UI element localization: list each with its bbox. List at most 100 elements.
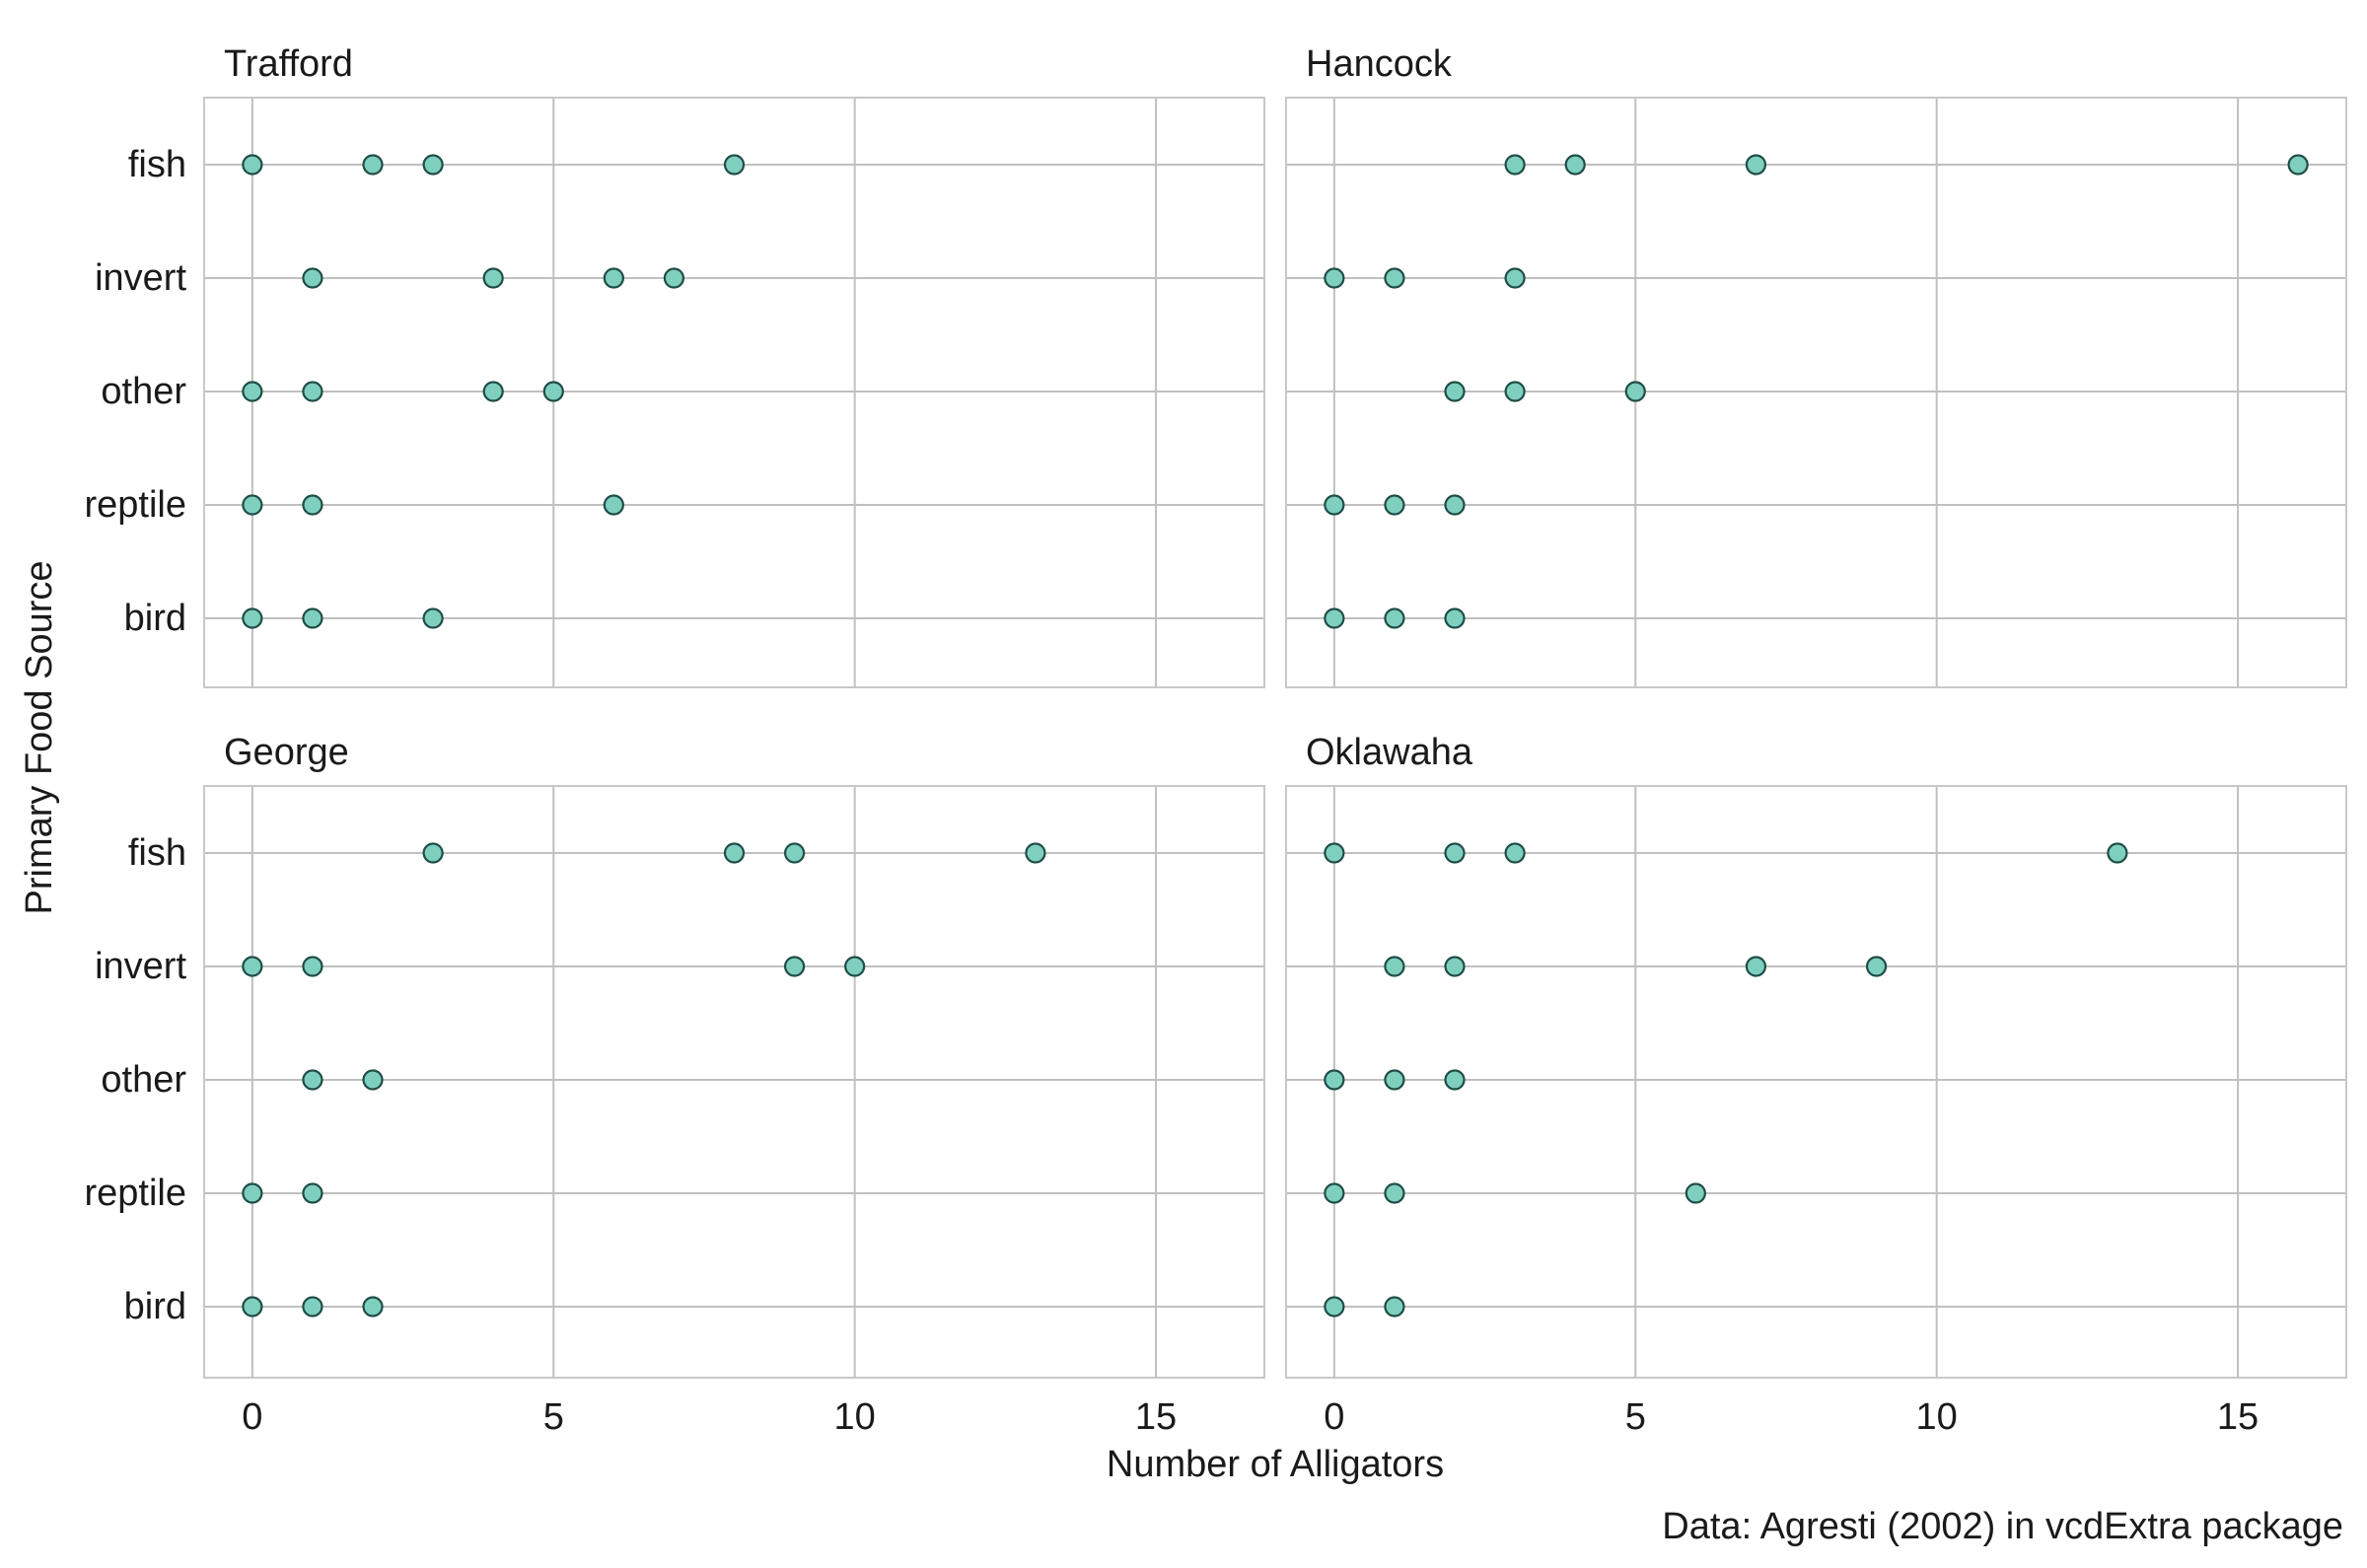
data-point-trafford-other [302,381,323,402]
data-point-oklawaha-fish [1504,842,1526,864]
facet-title-george: George [224,732,349,773]
data-point-oklawaha-invert [1384,956,1405,977]
data-point-trafford-invert [603,267,624,289]
data-point-hancock-fish [1504,154,1526,176]
x-axis-title: Number of Alligators [1107,1444,1444,1485]
data-point-oklawaha-other [1384,1069,1405,1091]
data-point-hancock-reptile [1384,494,1405,516]
data-point-trafford-fish [242,154,263,176]
data-point-trafford-bird [422,607,444,629]
panel-border [1285,785,2347,1379]
facet-title-oklawaha: Oklawaha [1306,732,1473,773]
facet-title-trafford: Trafford [224,43,353,85]
y-tick-label-invert: invert [95,946,186,987]
facet-title-hancock: Hancock [1306,43,1453,85]
x-tick-label: 10 [1916,1396,1958,1438]
data-point-trafford-reptile [603,494,624,516]
data-point-trafford-invert [663,267,685,289]
x-tick-label: 5 [1625,1396,1646,1438]
y-tick-label-invert: invert [95,257,186,299]
data-point-oklawaha-bird [1324,1296,1345,1318]
data-point-oklawaha-other [1444,1069,1466,1091]
data-point-george-other [362,1069,384,1091]
data-point-george-bird [302,1296,323,1318]
data-point-george-reptile [302,1182,323,1204]
data-point-oklawaha-invert [1444,956,1466,977]
y-tick-label-bird: bird [124,598,186,639]
data-point-oklawaha-fish [1324,842,1345,864]
data-point-hancock-bird [1324,607,1345,629]
data-point-hancock-invert [1384,267,1405,289]
data-point-trafford-reptile [242,494,263,516]
data-point-george-reptile [242,1182,263,1204]
data-point-trafford-fish [422,154,444,176]
data-point-oklawaha-reptile [1685,1182,1706,1204]
data-point-george-invert [242,956,263,977]
data-point-george-other [302,1069,323,1091]
y-tick-label-other: other [101,1059,186,1101]
data-point-hancock-reptile [1324,494,1345,516]
data-point-hancock-fish [1745,154,1767,176]
data-point-trafford-invert [302,267,323,289]
data-point-trafford-reptile [302,494,323,516]
data-point-oklawaha-other [1324,1069,1345,1091]
data-point-hancock-other [1504,381,1526,402]
data-point-george-bird [242,1296,263,1318]
x-tick-label: 0 [1324,1396,1344,1438]
data-point-hancock-invert [1504,267,1526,289]
data-point-oklawaha-invert [1865,956,1888,977]
facet-panel-george: George fish invert other reptile bird 0 5 10 15 [85,732,1265,1438]
panel-border [203,97,1265,688]
data-point-oklawaha-bird [1384,1296,1405,1318]
data-point-george-fish [1025,842,1046,864]
data-point-george-bird [362,1296,384,1318]
data-point-oklawaha-reptile [1324,1182,1345,1204]
data-point-trafford-other [482,381,504,402]
data-point-hancock-reptile [1444,494,1466,516]
data-point-hancock-fish [2287,154,2309,176]
data-point-george-invert [783,956,806,977]
data-point-oklawaha-fish [1444,842,1466,864]
y-axis-title: Primary Food Source [19,560,60,914]
data-point-george-invert [844,956,866,977]
data-point-oklawaha-invert [1745,956,1767,977]
data-point-trafford-bird [242,607,263,629]
data-point-trafford-bird [302,607,323,629]
y-tick-label-reptile: reptile [85,1173,187,1214]
data-caption: Data: Agresti (2002) in vcdExtra package [1662,1506,2343,1547]
data-point-hancock-other [1624,381,1646,402]
panel-border [1285,97,2347,688]
data-point-george-fish [723,842,746,864]
data-point-trafford-fish [723,154,746,176]
x-tick-label: 15 [1135,1396,1177,1438]
y-tick-label-other: other [101,371,186,412]
data-point-hancock-invert [1324,267,1345,289]
data-point-oklawaha-reptile [1384,1182,1405,1204]
y-tick-label-bird: bird [124,1286,186,1327]
data-point-hancock-other [1444,381,1466,402]
panel-border [203,785,1265,1379]
x-tick-label: 10 [834,1396,876,1438]
data-point-trafford-fish [362,154,384,176]
y-tick-label-fish: fish [128,832,186,874]
data-point-trafford-invert [482,267,504,289]
y-tick-label-reptile: reptile [85,484,187,526]
data-point-hancock-fish [1564,154,1586,176]
x-tick-label: 5 [543,1396,564,1438]
data-point-george-fish [422,842,444,864]
data-point-oklawaha-fish [2107,842,2128,864]
y-tick-label-fish: fish [128,144,186,185]
data-point-hancock-bird [1444,607,1466,629]
data-point-hancock-bird [1384,607,1405,629]
data-point-george-invert [302,956,323,977]
facet-panel-trafford: Trafford fish invert other reptile bird [85,43,1265,688]
facet-panel-oklawaha: Oklawaha 0 5 10 15 [1285,732,2347,1438]
x-tick-label: 15 [2217,1396,2259,1438]
data-point-trafford-other [242,381,263,402]
data-point-trafford-other [542,381,564,402]
facet-panel-hancock: Hancock [1285,43,2347,688]
data-point-george-fish [783,842,806,864]
x-tick-label: 0 [242,1396,262,1438]
facet-panels: Trafford fish invert other reptile bird Hancoc… [85,43,2347,1438]
